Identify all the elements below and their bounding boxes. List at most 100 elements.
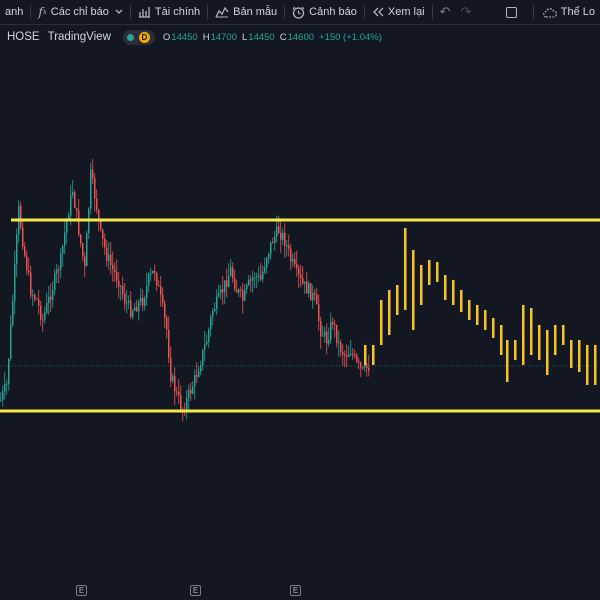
candle-body bbox=[306, 281, 308, 294]
candle-body bbox=[234, 278, 236, 290]
candle-body bbox=[136, 307, 138, 312]
candle-body bbox=[308, 283, 310, 294]
undo-icon[interactable]: ↶ bbox=[439, 4, 451, 19]
candle-body bbox=[174, 375, 176, 392]
candle-body bbox=[316, 294, 318, 305]
candle-body bbox=[178, 391, 180, 396]
templates-icon bbox=[215, 6, 229, 18]
candle-body bbox=[118, 280, 120, 287]
right-partial-button[interactable]: Thể Lo bbox=[536, 0, 600, 24]
open-key: O bbox=[162, 31, 171, 43]
candle-body bbox=[356, 355, 358, 362]
candle-body bbox=[52, 290, 54, 300]
candle-body bbox=[298, 268, 300, 275]
change-value: +150 (+1.04%) bbox=[319, 31, 382, 43]
candle-body bbox=[284, 232, 286, 246]
projection-bar bbox=[570, 340, 573, 368]
candle-body bbox=[30, 272, 32, 296]
event-marker[interactable]: E bbox=[190, 585, 201, 596]
bar-chart-icon bbox=[138, 6, 151, 18]
projection-bar bbox=[364, 345, 367, 365]
candle-body bbox=[34, 294, 36, 299]
projection-bar bbox=[404, 228, 407, 310]
templates-button[interactable]: Bản mẫu bbox=[210, 0, 282, 24]
candle-body bbox=[20, 205, 22, 228]
candle-body bbox=[332, 322, 334, 325]
replay-button[interactable]: Xem lại bbox=[367, 0, 430, 24]
candle-body bbox=[44, 312, 46, 320]
projection-bar bbox=[468, 300, 471, 320]
candle-body bbox=[324, 331, 326, 336]
projection-bar bbox=[522, 305, 525, 365]
candle-body bbox=[92, 169, 94, 179]
candle-body bbox=[302, 278, 304, 284]
market-status-pill[interactable]: D bbox=[122, 29, 155, 45]
alerts-label: Cảnh báo bbox=[309, 6, 357, 18]
candle-body bbox=[154, 270, 156, 274]
ohlc-values: O 14450 H 14700 L 14450 C 14600 +150 (+1.04%… bbox=[163, 32, 387, 43]
candle-body bbox=[32, 294, 34, 296]
candle-body bbox=[38, 299, 40, 306]
chevron-down-icon[interactable] bbox=[115, 9, 123, 15]
layout-square-icon[interactable] bbox=[505, 6, 517, 18]
candle-body bbox=[340, 342, 342, 352]
projection-bar bbox=[586, 345, 589, 385]
event-marker[interactable]: E bbox=[76, 585, 87, 596]
candle-body bbox=[252, 277, 254, 281]
candle-body bbox=[220, 289, 222, 294]
toolbar-divider bbox=[129, 5, 131, 19]
candle-body bbox=[172, 375, 174, 382]
projection-bar bbox=[530, 308, 533, 355]
candle-body bbox=[24, 246, 26, 256]
candle-body bbox=[102, 229, 104, 239]
candle-body bbox=[254, 277, 256, 279]
candle-body bbox=[12, 300, 14, 325]
candle-body bbox=[48, 296, 50, 303]
candle-body bbox=[300, 274, 302, 279]
candle-body bbox=[350, 354, 352, 356]
candle-body bbox=[84, 256, 86, 267]
toolbar-divider bbox=[532, 5, 534, 19]
candle-body bbox=[46, 302, 48, 313]
candle-body bbox=[232, 267, 234, 279]
candle-body bbox=[304, 281, 306, 284]
candle-body bbox=[86, 233, 88, 267]
candle-body bbox=[330, 322, 332, 340]
candle-body bbox=[126, 302, 128, 304]
candle-body bbox=[132, 310, 134, 317]
toolbar-partial-item[interactable]: anh bbox=[0, 0, 28, 24]
alerts-button[interactable]: Cảnh báo bbox=[287, 0, 362, 24]
projection-bar bbox=[492, 318, 495, 338]
candle-body bbox=[202, 349, 204, 366]
candle-body bbox=[152, 270, 154, 274]
candle-body bbox=[2, 391, 4, 400]
candle-body bbox=[14, 263, 16, 301]
candle-body bbox=[66, 219, 68, 233]
toolbar-divider bbox=[363, 5, 365, 19]
exchange-label[interactable]: HOSE bbox=[7, 31, 40, 43]
candle-body bbox=[314, 292, 316, 295]
candle-body bbox=[294, 259, 296, 265]
candle-body bbox=[22, 227, 24, 247]
close-value: 14600 bbox=[287, 31, 315, 43]
cloud-icon bbox=[542, 7, 557, 18]
candle-body bbox=[318, 304, 320, 321]
candle-body bbox=[64, 232, 66, 246]
projection-bar bbox=[594, 345, 597, 385]
redo-icon[interactable]: ↷ bbox=[460, 4, 472, 19]
candle-body bbox=[76, 207, 78, 211]
candle-body bbox=[222, 289, 224, 293]
event-marker[interactable]: E bbox=[290, 585, 301, 596]
candle-body bbox=[98, 210, 100, 220]
candle-body bbox=[270, 241, 272, 254]
rewind-icon bbox=[372, 7, 384, 17]
market-open-dot-icon bbox=[126, 33, 134, 41]
candle-body bbox=[168, 329, 170, 358]
candle-body bbox=[68, 215, 70, 220]
financials-button[interactable]: Tài chính bbox=[133, 0, 205, 24]
candle-body bbox=[180, 395, 182, 410]
candle-body bbox=[186, 397, 188, 412]
replay-label: Xem lại bbox=[387, 6, 425, 18]
